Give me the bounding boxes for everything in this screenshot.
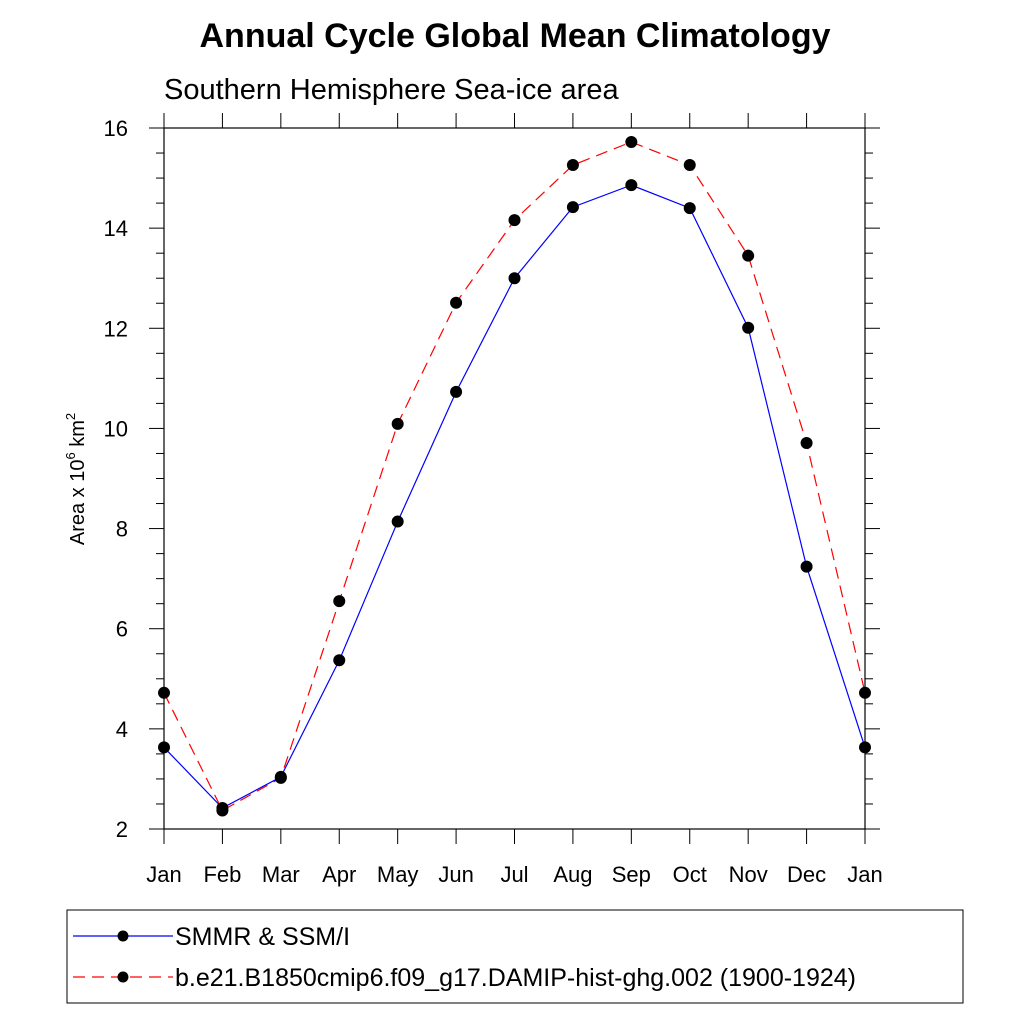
x-tick-label: Apr xyxy=(322,862,356,887)
y-axis-label-unit: km xyxy=(67,420,89,452)
series-0-point xyxy=(625,179,638,192)
legend-marker-model xyxy=(117,971,129,983)
series-1-point xyxy=(158,686,170,699)
legend-label-smmr: SMMR & SSM/I xyxy=(175,923,350,951)
plot-frame xyxy=(163,127,866,830)
x-tick-label: Dec xyxy=(787,862,826,887)
legend-label-model: b.e21.B1850cmip6.f09_g17.DAMIP-hist-ghg.… xyxy=(175,964,856,992)
y-axis-label-exponent: 6 xyxy=(63,452,78,459)
legend-item-model: b.e21.B1850cmip6.f09_g17.DAMIP-hist-ghg.… xyxy=(73,964,856,992)
y-tick-label: 4 xyxy=(116,717,128,742)
series-1-point xyxy=(450,296,463,309)
x-tick-label: Jan xyxy=(146,862,181,887)
series-1-point xyxy=(333,595,346,608)
legend-marker-smmr xyxy=(117,930,129,942)
series-1-point xyxy=(800,436,813,449)
series-1-point xyxy=(683,159,696,172)
x-tick-label: Feb xyxy=(203,862,241,887)
series-line-1 xyxy=(163,141,866,812)
series-0-point xyxy=(158,741,170,754)
x-tick-label: Oct xyxy=(673,862,707,887)
series-0-point xyxy=(742,321,755,334)
series-0-point xyxy=(800,560,813,573)
series-1-point xyxy=(566,159,579,172)
series-0-point xyxy=(566,201,579,214)
y-tick-label: 8 xyxy=(116,517,128,542)
series-0-point xyxy=(683,202,696,215)
series-1-point xyxy=(859,686,871,699)
series-1-point xyxy=(742,249,755,262)
chart-subtitle: Southern Hemisphere Sea-ice area xyxy=(164,74,619,106)
series-0-point xyxy=(859,741,871,754)
legend-box xyxy=(66,909,964,1004)
chart-title: Annual Cycle Global Mean Climatology xyxy=(200,17,831,55)
x-tick-label: Jul xyxy=(500,862,528,887)
series-1-point xyxy=(508,214,521,227)
y-axis-label-unit-exponent: 2 xyxy=(63,413,78,420)
series-0-point xyxy=(216,801,229,814)
x-tick-label: Aug xyxy=(553,862,592,887)
series-0-point xyxy=(333,654,346,667)
x-tick-label: Jan xyxy=(847,862,882,887)
axis-ticks xyxy=(149,113,880,844)
y-axis-label-prefix: Area x 10 xyxy=(67,460,89,546)
x-tick-labels: Jan Feb Mar Apr May Jun Jul Aug Sep Oct Nov Dec Jan xyxy=(146,862,882,887)
series-0-point xyxy=(450,385,463,398)
x-tick-label: May xyxy=(377,862,419,887)
series-0-point xyxy=(391,515,404,528)
y-tick-labels: 2 4 6 8 10 12 14 16 xyxy=(104,116,128,842)
x-tick-label: Mar xyxy=(262,862,300,887)
series-0-point xyxy=(274,770,287,783)
y-tick-label: 14 xyxy=(104,216,128,241)
series-layer xyxy=(158,136,871,817)
y-tick-label: 12 xyxy=(104,316,128,341)
series-0-point xyxy=(508,272,521,285)
y-tick-label: 16 xyxy=(104,116,128,141)
series-1-point xyxy=(625,136,638,149)
y-tick-label: 10 xyxy=(104,416,128,441)
x-tick-label: Nov xyxy=(729,862,768,887)
y-tick-label: 6 xyxy=(116,617,128,642)
x-tick-label: Sep xyxy=(612,862,651,887)
y-tick-label: 2 xyxy=(116,817,128,842)
y-axis-label: Area x 106 km2 xyxy=(63,413,89,545)
legend-item-smmr: SMMR & SSM/I xyxy=(73,923,350,951)
series-1-point xyxy=(391,417,404,430)
x-tick-label: Jun xyxy=(438,862,473,887)
